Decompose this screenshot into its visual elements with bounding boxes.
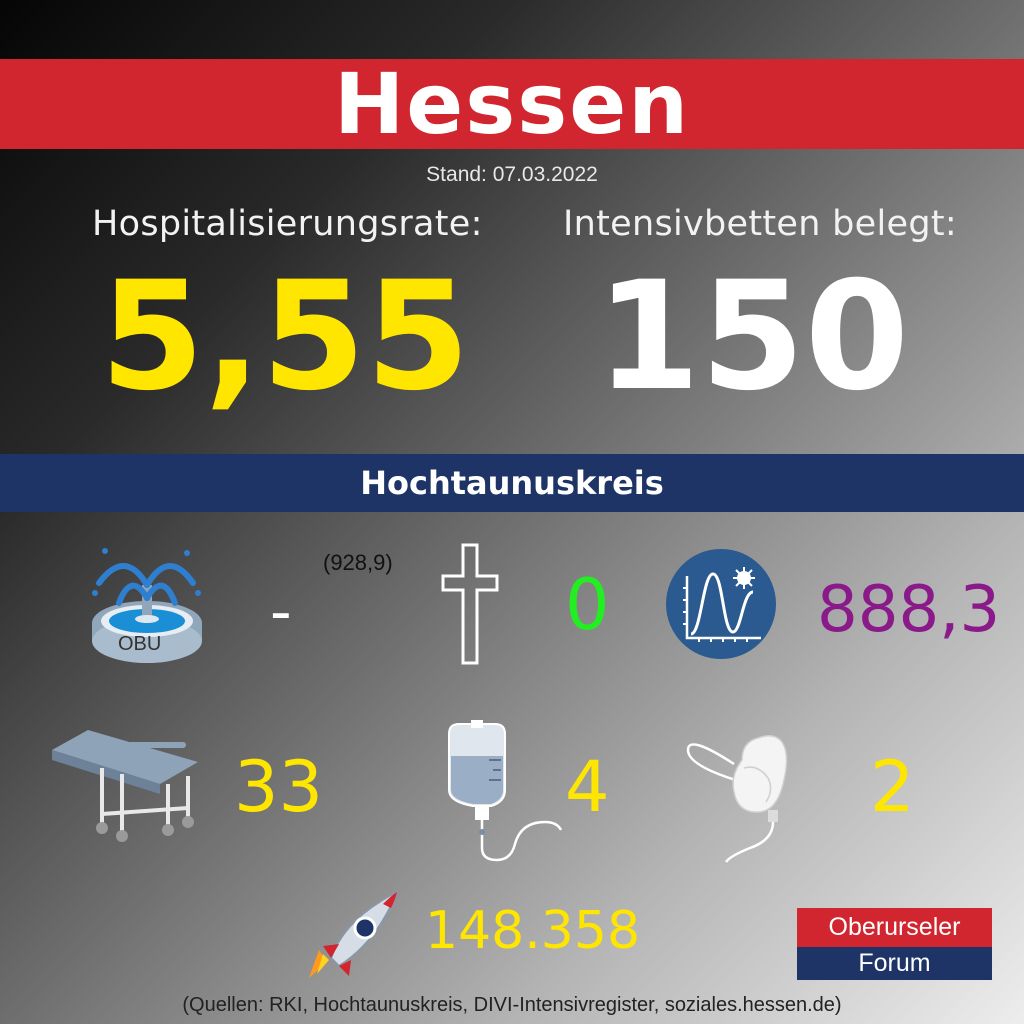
cross-icon: [441, 543, 499, 665]
oxygen-mask-icon: [686, 735, 788, 863]
rocket-icon: [309, 889, 399, 978]
stand-date: Stand: 07.03.2022: [426, 163, 598, 186]
curve-virus-icon: [666, 549, 776, 659]
fountain-icon: [92, 548, 202, 663]
region-name: Hochtaunuskreis: [360, 464, 664, 502]
hosp-label: Hospitalisierungsrate:: [92, 204, 483, 244]
hospital-bed-icon: [52, 730, 198, 842]
obu-label: OBU: [118, 633, 162, 655]
ventilation-value: 2: [870, 746, 915, 828]
icu-value: 150: [596, 250, 910, 424]
incidence-value: 888,3: [817, 573, 1001, 647]
hosp-value: 5,55: [100, 250, 471, 424]
icu-label: Intensivbetten belegt:: [563, 204, 957, 244]
hospital-value: 33: [234, 746, 324, 828]
iv-bag-icon: [448, 720, 563, 862]
page-title: Hessen: [333, 55, 691, 153]
sources-footer: (Quellen: RKI, Hochtaunuskreis, DIVI-Int…: [182, 994, 842, 1016]
title-bar: Hessen: [0, 59, 1024, 149]
logo-line2: Forum: [797, 947, 992, 980]
obu-incidence-sub: (928,9): [323, 550, 393, 575]
vaccination-value: 148.358: [425, 901, 641, 961]
region-bar: Hochtaunuskreis: [0, 454, 1024, 512]
iv-value: 4: [565, 746, 610, 828]
logo-line1: Oberurseler: [797, 908, 992, 947]
obu-value: -: [270, 577, 292, 647]
deaths-value: 0: [565, 564, 610, 646]
